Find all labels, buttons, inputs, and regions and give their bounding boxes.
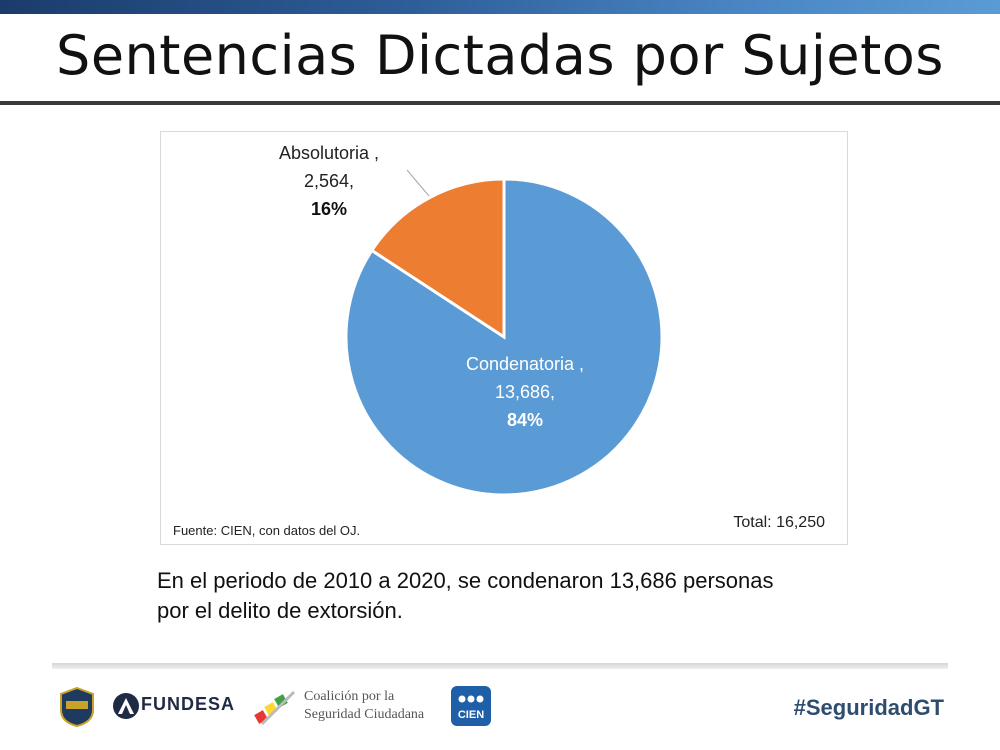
chart-total: Total: 16,250 — [733, 514, 825, 531]
title-divider — [0, 101, 1000, 105]
absolutoria-leader-line — [406, 169, 430, 197]
hashtag: #SeguridadGT — [793, 695, 944, 720]
condenatoria-percent: 84% — [507, 410, 543, 430]
pie-slices — [344, 177, 664, 497]
coalicion-line-2: Seguridad Ciudadana — [304, 707, 425, 722]
condenatoria-value: 13,686, — [495, 382, 555, 402]
page-title: Sentencias Dictadas por Sujetos — [56, 24, 944, 87]
crime-stoppers-logo — [60, 686, 94, 728]
cien-logo: CIEN — [451, 686, 491, 726]
absolutoria-percent: 16% — [311, 199, 347, 219]
footer-divider — [52, 663, 948, 669]
pie-slice-absolutoria — [369, 177, 506, 340]
fundesa-logo-text: FUNDESA — [141, 694, 236, 714]
top-accent-bar — [0, 0, 1000, 14]
coalicion-logo-text: Coalición por la Seguridad Ciudadana — [304, 688, 424, 724]
pie-chart-canvas: Absolutoria , 2,564, 16% Condenatoria , … — [279, 143, 664, 497]
condenatoria-label: Condenatoria , — [466, 354, 584, 374]
coalicion-line-1: Coalición por la — [304, 689, 395, 704]
caption-line-2: por el delito de extorsión. — [157, 598, 403, 623]
caption-line-1: En el periodo de 2010 a 2020, se condena… — [157, 568, 774, 593]
cien-logo-text: CIEN — [458, 709, 484, 721]
fundesa-icon — [113, 693, 139, 719]
chart-source: Fuente: CIEN, con datos del OJ. — [173, 523, 361, 538]
pie-slice-condenatoria — [344, 177, 664, 497]
absolutoria-value: 2,564, — [304, 171, 354, 191]
pie-chart: Absolutoria , 2,564, 16% Condenatoria , … — [160, 131, 848, 545]
absolutoria-label: Absolutoria , — [279, 143, 379, 163]
caption-text: En el periodo de 2010 a 2020, se condena… — [157, 566, 917, 626]
coalicion-icon — [254, 690, 296, 726]
